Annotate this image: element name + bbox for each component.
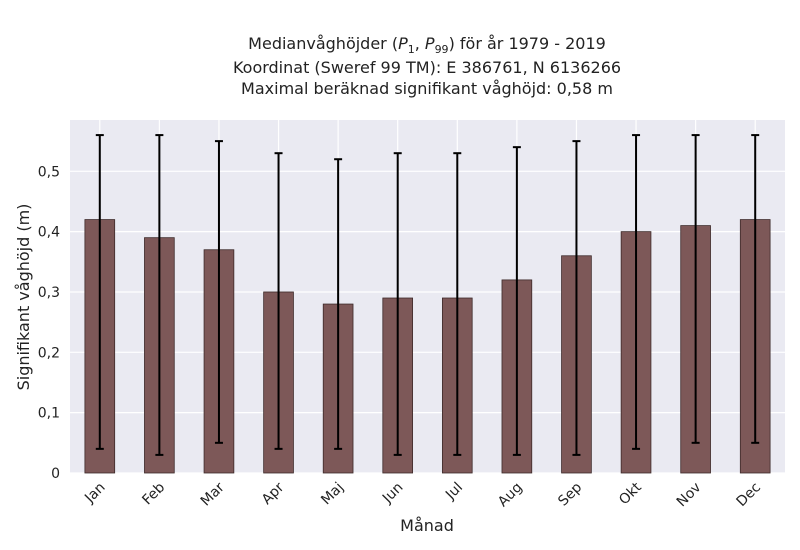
chart-title-line-2: Koordinat (Sweref 99 TM): E 386761, N 61… (232, 58, 622, 77)
x-tick-label: Jan (81, 480, 108, 507)
y-tick-label: 0,4 (38, 225, 60, 241)
x-tick-label: Nov (674, 480, 705, 511)
x-tick-label: Mar (198, 479, 228, 509)
x-axis-label: Månad (400, 516, 454, 535)
y-axis-label: Signifikant våghöjd (m) (14, 204, 33, 391)
y-tick-label: 0,5 (38, 164, 60, 180)
title-p1-label: P (398, 34, 408, 53)
y-tick-labels: 0 0,1 0,2 0,3 0,4 0,5 (38, 164, 60, 482)
x-tick-labels: Jan Feb Mar Apr Maj Jun Jul Aug Sep Okt Nov Dec (81, 479, 764, 510)
x-tick-label: Maj (318, 480, 347, 509)
title-p99-label: P (424, 34, 435, 53)
x-tick-label: Dec (734, 480, 764, 510)
chart-title-line-3: Maximal beräknad signifikant våghöjd: 0,… (241, 79, 613, 98)
x-tick-label: Okt (616, 479, 645, 508)
y-tick-label: 0,1 (38, 406, 60, 422)
x-tick-label: Aug (495, 480, 526, 511)
title-suffix: ) för år 1979 - 2019 (448, 34, 606, 53)
title-prefix: Medianvåghöjder ( (248, 34, 399, 53)
x-tick-label: Jun (379, 480, 406, 507)
x-tick-label: Jul (442, 480, 466, 504)
y-tick-label: 0,2 (38, 345, 60, 361)
x-tick-label: Sep (555, 479, 585, 509)
y-tick-label: 0 (51, 466, 60, 482)
y-tick-label: 0,3 (38, 285, 60, 301)
error-bars (95, 134, 760, 456)
plot-area (70, 120, 785, 473)
x-tick-label: Feb (139, 479, 168, 508)
x-tick-label: Apr (259, 479, 288, 508)
chart-title-line-1: Medianvåghöjder (P1, P99) för år 1979 - … (248, 34, 606, 57)
